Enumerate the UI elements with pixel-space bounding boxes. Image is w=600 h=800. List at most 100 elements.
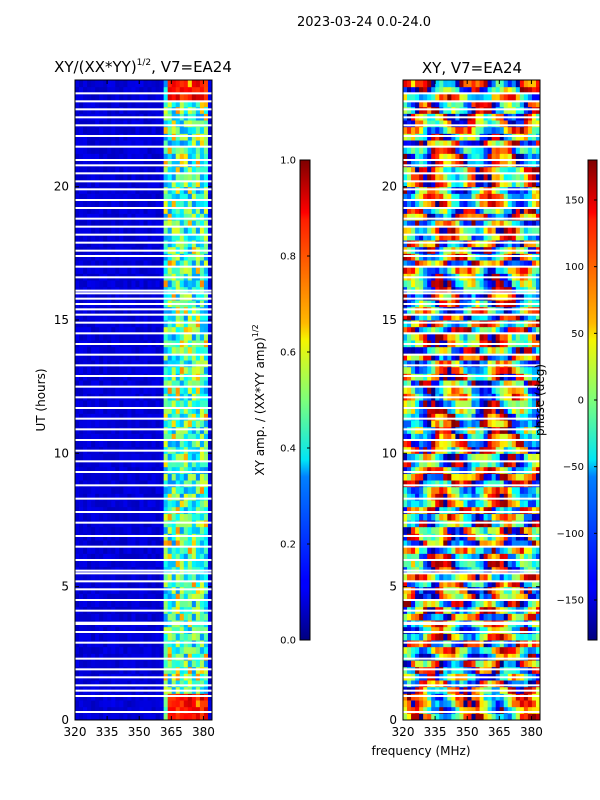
left-heatmap-cell — [207, 580, 213, 588]
left-heatmap-cell — [155, 160, 161, 168]
left-heatmap-cell — [203, 646, 209, 654]
right-heatmap-cell — [435, 540, 440, 548]
right-heatmap-cell — [495, 526, 501, 534]
right-heatmap-cell — [495, 600, 501, 608]
right-heatmap-cell — [499, 473, 505, 481]
left-heatmap-cell — [195, 386, 201, 394]
right-heatmap-cell — [527, 473, 533, 481]
right-heatmap-cell — [439, 680, 444, 688]
right-heatmap-cell — [411, 540, 416, 548]
left-heatmap-cell — [139, 420, 144, 428]
left-heatmap-cell — [199, 266, 205, 274]
right-heatmap-cell — [455, 466, 460, 474]
right-heatmap-cell — [451, 480, 456, 488]
left-heatmap-cell — [123, 460, 128, 468]
right-heatmap-cell — [455, 500, 460, 508]
left-heatmap-cell — [179, 706, 185, 714]
right-heatmap-cell — [411, 700, 416, 708]
left-heatmap-cell — [123, 226, 128, 234]
left-heatmap-cell — [103, 706, 108, 714]
right-heatmap-cell — [531, 626, 537, 634]
right-heatmap-cell — [503, 526, 509, 534]
left-heatmap-cell — [151, 713, 157, 721]
right-heatmap-cell — [503, 580, 509, 588]
left-heatmap-cell — [187, 440, 193, 448]
left-heatmap-cell — [199, 166, 205, 174]
right-heatmap-cell — [423, 420, 428, 428]
right-heatmap-cell — [523, 653, 529, 661]
right-heatmap-cell — [523, 553, 529, 561]
left-heatmap-cell — [87, 613, 92, 621]
right-heatmap-cell — [423, 506, 428, 514]
left-heatmap-cell — [115, 413, 120, 421]
right-heatmap-cell — [507, 600, 513, 608]
left-heatmap-cell — [167, 593, 173, 601]
left-heatmap-cell — [159, 166, 165, 174]
right-heatmap-cell — [495, 653, 501, 661]
left-heatmap-cell — [191, 233, 197, 241]
right-heatmap-cell — [463, 560, 468, 568]
right-heatmap-cell — [523, 460, 529, 468]
right-heatmap-cell — [455, 646, 460, 654]
right-heatmap-cell — [411, 506, 416, 514]
left-heatmap-cell — [183, 353, 189, 361]
right-heatmap-cell — [459, 660, 464, 668]
right-heatmap-cell — [491, 406, 497, 414]
left-heatmap-cell — [123, 380, 128, 388]
left-heatmap-cell — [119, 433, 124, 441]
right-heatmap-cell — [487, 613, 493, 621]
left-heatmap-cell — [171, 573, 177, 581]
right-heatmap-cell — [407, 406, 412, 414]
left-heatmap-cell — [123, 513, 128, 521]
left-heatmap-cell — [155, 120, 161, 128]
left-heatmap-cell — [79, 280, 84, 288]
left-heatmap-cell — [155, 386, 161, 394]
left-heatmap-cell — [159, 420, 165, 428]
left-heatmap-cell — [207, 526, 213, 534]
left-heatmap-cell — [191, 260, 197, 268]
left-heatmap-cell — [175, 400, 181, 408]
left-heatmap-cell — [119, 646, 124, 654]
left-heatmap-cell — [179, 333, 185, 341]
flagged-gap — [75, 417, 212, 420]
left-heatmap-cell — [159, 293, 165, 301]
right-heatmap-cell — [471, 633, 477, 641]
left-heatmap-cell — [87, 146, 92, 154]
left-heatmap-cell — [151, 700, 157, 708]
right-heatmap-cell — [415, 493, 420, 501]
left-heatmap-cell — [155, 193, 161, 201]
left-heatmap-cell — [115, 193, 120, 201]
left-heatmap-cell — [135, 380, 140, 388]
right-heatmap-cell — [495, 546, 501, 554]
left-heatmap-cell — [75, 653, 80, 661]
left-heatmap-cell — [79, 153, 84, 161]
left-heatmap-cell — [115, 500, 120, 508]
left-heatmap-cell — [167, 193, 173, 201]
left-heatmap-cell — [95, 580, 100, 588]
right-heatmap-cell — [435, 480, 440, 488]
left-heatmap-cell — [127, 360, 132, 368]
left-heatmap-cell — [131, 560, 136, 568]
right-heatmap-cell — [515, 660, 521, 668]
left-heatmap-cell — [159, 466, 165, 474]
left-heatmap-cell — [91, 513, 96, 521]
left-heatmap-cell — [175, 226, 181, 234]
left-heatmap-cell — [155, 93, 161, 101]
left-heatmap-cell — [111, 613, 116, 621]
left-heatmap-cell — [195, 466, 201, 474]
left-heatmap-cell — [171, 160, 177, 168]
left-heatmap-cell — [167, 346, 173, 354]
left-heatmap-cell — [207, 146, 213, 154]
right-heatmap-cell — [427, 713, 432, 721]
left-heatmap-cell — [139, 646, 144, 654]
left-heatmap-cell — [199, 526, 205, 534]
right-heatmap-cell — [475, 513, 481, 521]
flagged-gap — [75, 249, 212, 252]
right-heatmap-cell — [471, 406, 477, 414]
right-heatmap-cell — [463, 433, 468, 441]
right-heatmap-cell — [463, 626, 468, 634]
left-heatmap-cell — [171, 600, 177, 608]
right-heatmap-cell — [443, 513, 448, 521]
right-heatmap-cell — [463, 453, 468, 461]
right-heatmap-cell — [451, 700, 456, 708]
